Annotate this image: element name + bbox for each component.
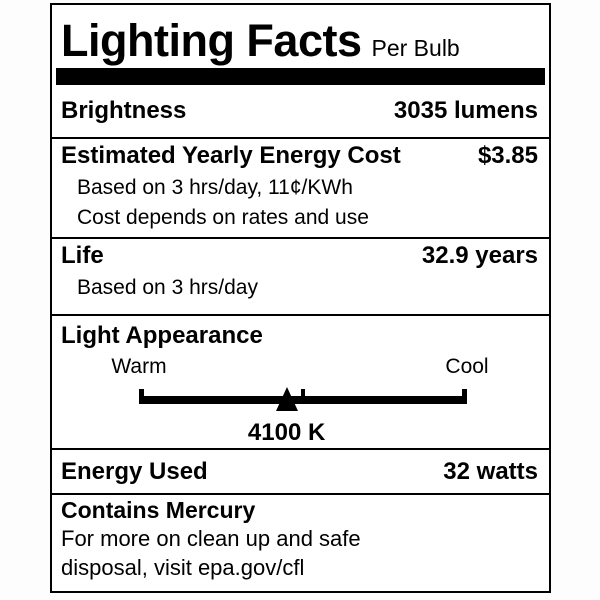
color-temperature-value: 4100 K	[247, 419, 326, 446]
color-temperature-row: 4100 K	[139, 419, 467, 447]
mercury-info-line-1: For more on clean up and safe	[61, 526, 361, 551]
mercury-info-line-2: disposal, visit epa.gov/cfl	[61, 555, 305, 580]
color-temp-marker-icon	[275, 387, 298, 411]
cool-label: Cool	[445, 355, 489, 378]
light-appearance-label: Light Appearance	[61, 322, 263, 349]
header-separator-bar	[56, 68, 545, 85]
life-label: Life	[61, 242, 104, 269]
energy-cost-label: Estimated Yearly Energy Cost	[61, 142, 401, 169]
energy-cost-value: $3.85	[477, 142, 538, 169]
life-value: 32.9 years	[421, 242, 538, 269]
brightness-label: Brightness	[61, 97, 187, 124]
energy-cost-section: Estimated Yearly Energy Cost $3.85 Based…	[52, 139, 549, 239]
scale-word-row: Warm Cool	[111, 355, 488, 381]
brightness-value: 3035 lumens	[393, 97, 538, 124]
light-appearance-section: Light Appearance Warm Cool 4100 K	[52, 316, 549, 450]
life-section: Life 32.9 years Based on 3 hrs/day	[52, 239, 549, 316]
label-subtitle: Per Bulb	[371, 35, 460, 61]
warm-label: Warm	[111, 355, 167, 378]
brightness-row: Brightness 3035 lumens	[52, 85, 549, 139]
energy-used-label: Energy Used	[61, 457, 208, 485]
life-row: Life 32.9 years	[61, 239, 538, 273]
life-note-basis: Based on 3 hrs/day	[77, 276, 258, 299]
color-temperature-scale	[139, 387, 467, 427]
mercury-section: Contains Mercury For more on clean up an…	[52, 495, 549, 589]
lighting-facts-label: Lighting Facts Per Bulb Brightness 3035 …	[50, 3, 551, 593]
mercury-label: Contains Mercury	[61, 497, 256, 523]
energy-cost-note-disclaimer: Cost depends on rates and use	[77, 206, 369, 229]
energy-cost-note-basis: Based on 3 hrs/day, 11¢/KWh	[77, 176, 353, 199]
label-title: Lighting Facts	[61, 15, 362, 66]
energy-used-value: 32 watts	[443, 457, 538, 485]
energy-cost-row: Estimated Yearly Energy Cost $3.85	[61, 139, 538, 173]
scale-bar	[139, 396, 467, 404]
energy-used-row: Energy Used 32 watts	[52, 450, 549, 495]
label-header: Lighting Facts Per Bulb	[52, 5, 549, 68]
